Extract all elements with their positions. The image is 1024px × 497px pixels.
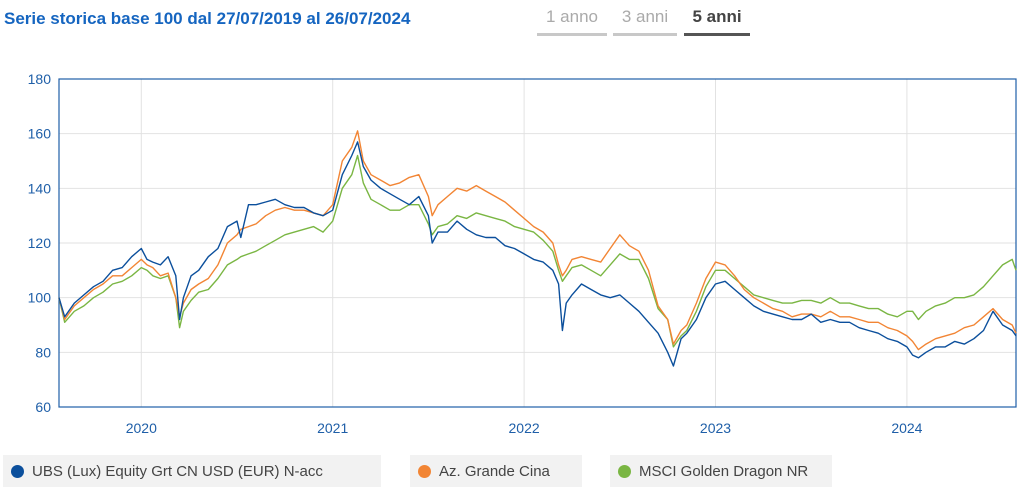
legend-dot-icon <box>11 464 24 478</box>
y-tick-label: 160 <box>28 126 52 142</box>
legend-item-msci[interactable]: MSCI Golden Dragon NR <box>610 455 832 487</box>
tab-5-anni[interactable]: 5 anni <box>684 7 750 36</box>
y-tick-label: 120 <box>28 235 52 251</box>
y-tick-label: 80 <box>35 344 51 360</box>
legend-item-az-grande-cina[interactable]: Az. Grande Cina <box>410 455 582 487</box>
tab-1-anno[interactable]: 1 anno <box>537 7 607 36</box>
y-tick-label: 180 <box>28 71 52 87</box>
y-tick-label: 60 <box>35 399 51 415</box>
x-tick-label: 2022 <box>509 420 540 436</box>
tab-3-anni[interactable]: 3 anni <box>613 7 677 36</box>
x-tick-label: 2024 <box>891 420 922 436</box>
x-tick-label: 2021 <box>317 420 348 436</box>
legend-dot-icon <box>618 464 631 478</box>
y-tick-label: 100 <box>28 290 52 306</box>
plot-area-border <box>58 78 1017 408</box>
chart-title: Serie storica base 100 dal 27/07/2019 al… <box>4 9 411 28</box>
series-line-1 <box>58 130 1017 351</box>
legend-label: Az. Grande Cina <box>439 462 550 480</box>
line-chart: 60 80 100 120 140 160 180 2020 2021 2022 2023 2024 <box>28 71 1017 436</box>
series-line-2 <box>58 154 1017 348</box>
series-line-0 <box>58 141 1017 367</box>
legend-label: UBS (Lux) Equity Grt CN USD (EUR) N-acc <box>32 462 323 480</box>
y-tick-label: 140 <box>28 180 52 196</box>
legend-item-ubs[interactable]: UBS (Lux) Equity Grt CN USD (EUR) N-acc <box>3 455 381 487</box>
legend-dot-icon <box>418 464 431 478</box>
legend-label: MSCI Golden Dragon NR <box>639 462 809 480</box>
x-tick-label: 2023 <box>700 420 731 436</box>
x-tick-label: 2020 <box>126 420 157 436</box>
